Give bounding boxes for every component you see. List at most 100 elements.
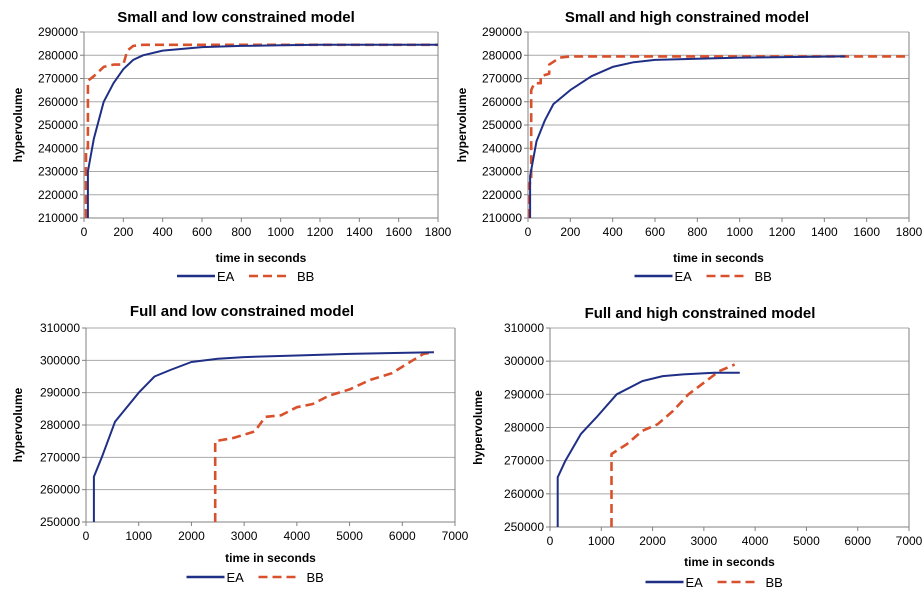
y-axis-label: hypervolume bbox=[11, 87, 25, 162]
series-line-ea bbox=[92, 351, 434, 522]
x-axis-label: time in seconds bbox=[673, 251, 764, 265]
y-tick-label: 260000 bbox=[38, 95, 78, 109]
x-tick-label: 600 bbox=[192, 225, 212, 239]
legend-label-bb: BB bbox=[297, 269, 314, 284]
legend: EA BB bbox=[186, 570, 324, 585]
y-tick-label: 270000 bbox=[40, 450, 80, 464]
x-tick-label: 800 bbox=[231, 225, 251, 239]
y-tick-label: 300000 bbox=[40, 353, 80, 367]
x-tick-label: 1200 bbox=[769, 225, 796, 239]
x-tick-label: 0 bbox=[547, 534, 554, 548]
x-tick-label: 0 bbox=[525, 225, 532, 239]
y-tick-label: 260000 bbox=[482, 95, 522, 109]
series-line-bb bbox=[610, 363, 736, 527]
chart-title: Small and high constrained model bbox=[565, 9, 809, 26]
y-tick-label: 210000 bbox=[482, 211, 522, 225]
legend-label-bb: BB bbox=[755, 269, 772, 284]
y-tick-label: 250000 bbox=[482, 118, 522, 132]
y-tick-label: 260000 bbox=[40, 483, 80, 497]
legend-label-bb: BB bbox=[766, 575, 783, 590]
x-tick-label: 6000 bbox=[844, 534, 871, 548]
legend: EA BB bbox=[645, 575, 783, 590]
x-tick-label: 600 bbox=[645, 225, 665, 239]
x-tick-label: 1800 bbox=[425, 225, 452, 239]
series-line-ea bbox=[86, 43, 438, 218]
x-tick-label: 400 bbox=[153, 225, 173, 239]
chart-panel-2: Small and high constrained model 210000 22… bbox=[455, 9, 923, 284]
chart-title: Full and low constrained model bbox=[130, 303, 354, 320]
y-tick-label: 270000 bbox=[38, 72, 78, 86]
chart-panel-1: Small and low constrained model 210000 220… bbox=[11, 9, 452, 284]
y-tick-label: 290000 bbox=[482, 25, 522, 39]
y-tick-label: 250000 bbox=[38, 118, 78, 132]
series-line-ea bbox=[556, 371, 740, 527]
x-tick-label: 0 bbox=[81, 225, 88, 239]
x-tick-label: 1800 bbox=[896, 225, 923, 239]
x-tick-label: 2000 bbox=[178, 529, 205, 543]
x-tick-label: 4000 bbox=[284, 529, 311, 543]
x-tick-label: 3000 bbox=[691, 534, 718, 548]
x-tick-label: 1400 bbox=[811, 225, 838, 239]
chart-panel-4: Full and high constrained model 250000 260… bbox=[471, 305, 923, 590]
legend-label-ea: EA bbox=[686, 575, 704, 590]
x-tick-label: 1600 bbox=[385, 225, 412, 239]
legend-label-ea: EA bbox=[675, 269, 693, 284]
x-tick-label: 1400 bbox=[346, 225, 373, 239]
x-tick-label: 6000 bbox=[389, 529, 416, 543]
x-tick-label: 800 bbox=[687, 225, 707, 239]
chart-title: Full and high constrained model bbox=[585, 305, 816, 322]
y-axis-label: hypervolume bbox=[11, 387, 25, 462]
y-tick-label: 230000 bbox=[38, 165, 78, 179]
y-axis-label: hypervolume bbox=[455, 87, 469, 162]
x-tick-label: 4000 bbox=[742, 534, 769, 548]
y-tick-label: 240000 bbox=[38, 141, 78, 155]
x-axis-label: time in seconds bbox=[684, 555, 775, 569]
x-tick-label: 3000 bbox=[231, 529, 258, 543]
y-tick-label: 270000 bbox=[482, 72, 522, 86]
chart-title: Small and low constrained model bbox=[117, 9, 355, 26]
x-tick-label: 0 bbox=[83, 529, 90, 543]
y-tick-label: 280000 bbox=[38, 48, 78, 62]
y-tick-label: 310000 bbox=[40, 321, 80, 335]
y-tick-label: 300000 bbox=[504, 354, 544, 368]
series-line-bb bbox=[213, 351, 435, 522]
y-tick-label: 280000 bbox=[504, 421, 544, 435]
x-tick-label: 400 bbox=[603, 225, 623, 239]
y-tick-label: 290000 bbox=[38, 25, 78, 39]
x-tick-label: 7000 bbox=[442, 529, 469, 543]
y-axis-label: hypervolume bbox=[471, 390, 485, 465]
y-tick-label: 250000 bbox=[504, 520, 544, 534]
series-line-ea bbox=[529, 55, 846, 218]
x-tick-label: 5000 bbox=[793, 534, 820, 548]
y-tick-label: 260000 bbox=[504, 487, 544, 501]
x-tick-label: 200 bbox=[560, 225, 580, 239]
legend: EA BB bbox=[634, 269, 772, 284]
legend-label-ea: EA bbox=[227, 570, 245, 585]
x-tick-label: 1000 bbox=[588, 534, 615, 548]
legend-label-ea: EA bbox=[217, 269, 235, 284]
y-tick-label: 220000 bbox=[38, 188, 78, 202]
y-tick-label: 290000 bbox=[504, 387, 544, 401]
y-tick-label: 270000 bbox=[504, 454, 544, 468]
y-tick-label: 280000 bbox=[482, 48, 522, 62]
legend-label-bb: BB bbox=[307, 570, 324, 585]
series-line-bb bbox=[84, 43, 438, 218]
x-tick-label: 1600 bbox=[853, 225, 880, 239]
legend: EA BB bbox=[177, 269, 314, 284]
y-tick-label: 210000 bbox=[38, 211, 78, 225]
y-tick-label: 240000 bbox=[482, 141, 522, 155]
x-axis-label: time in seconds bbox=[216, 251, 307, 265]
x-tick-label: 200 bbox=[113, 225, 133, 239]
y-tick-label: 220000 bbox=[482, 188, 522, 202]
chart-panel-3: Full and low constrained model 250000 2600… bbox=[11, 303, 469, 585]
x-tick-label: 1000 bbox=[726, 225, 753, 239]
y-tick-label: 250000 bbox=[40, 515, 80, 529]
y-tick-label: 290000 bbox=[40, 386, 80, 400]
x-tick-label: 1000 bbox=[125, 529, 152, 543]
y-tick-label: 230000 bbox=[482, 165, 522, 179]
y-tick-label: 310000 bbox=[504, 321, 544, 335]
x-tick-label: 1200 bbox=[307, 225, 334, 239]
x-tick-label: 2000 bbox=[639, 534, 666, 548]
x-tick-label: 5000 bbox=[336, 529, 363, 543]
